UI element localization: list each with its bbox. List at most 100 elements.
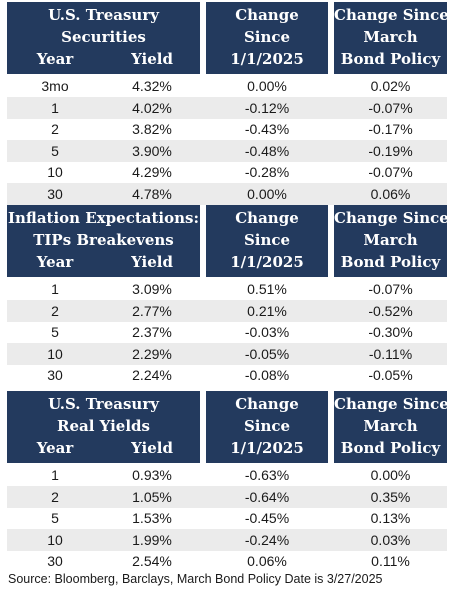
table-row: 5 1.53% -0.45% 0.13%: [7, 507, 447, 529]
year-cell: 1: [51, 99, 59, 116]
yield-cell: 4.02%: [132, 99, 172, 116]
table-row: 5 2.37% -0.03% -0.30%: [7, 321, 447, 343]
table-row: 1 4.02% -0.12% -0.07%: [7, 96, 447, 119]
table-title-header: U.S. Treasury Real Yields Year Yield: [7, 391, 200, 463]
change-since-date-cell: -0.43%: [244, 121, 290, 138]
yield-column-header: Yield: [131, 439, 173, 457]
change-since-policy-header: Change Since March Bond Policy: [334, 205, 449, 277]
table-title-header: U.S. Treasury Securities Year Yield: [7, 2, 200, 74]
change-since-date-cell: 0.51%: [247, 281, 287, 297]
change-since-policy-cell: -0.05%: [368, 367, 413, 384]
year-cell: 10: [47, 345, 63, 362]
change-since-date-cell: 0.00%: [247, 78, 287, 94]
yield-cell: 3.82%: [132, 121, 172, 138]
table-row: 10 4.29% -0.28% -0.07%: [7, 161, 447, 183]
change-since-policy-header: Change Since March Bond Policy: [334, 391, 449, 463]
title-line: U.S. Treasury: [48, 6, 159, 24]
change-since-policy-header: Change Since March Bond Policy: [334, 2, 449, 74]
change-since-date-cell: -0.05%: [244, 345, 290, 362]
change-since-policy-cell: 0.02%: [370, 78, 411, 94]
header-line: Change Since: [334, 209, 449, 227]
header-line: March: [363, 231, 418, 249]
year-cell: 30: [47, 553, 63, 570]
change-since-policy-cell: 0.03%: [370, 531, 411, 548]
change-since-policy-cell: -0.52%: [368, 302, 413, 319]
header-line: Change Since: [334, 395, 449, 413]
yield-cell: 0.93%: [132, 467, 172, 483]
change-since-policy-cell: 0.13%: [370, 510, 411, 527]
table-row: 30 4.78% 0.00% 0.06%: [7, 183, 447, 205]
change-since-date-cell: 0.21%: [247, 302, 287, 319]
change-since-date-cell: -0.08%: [244, 367, 290, 384]
year-column-header: Year: [36, 50, 74, 68]
change-since-policy-cell: 0.06%: [370, 186, 411, 202]
table-title-header: Inflation Expectations: TIPs Breakevens …: [7, 205, 200, 277]
header-line: 1/1/2025: [230, 50, 304, 68]
header-line: 1/1/2025: [230, 253, 304, 271]
header-line: Bond Policy: [340, 439, 441, 457]
source-note: Source: Bloomberg, Barclays, March Bond …: [8, 572, 383, 586]
yield-cell: 1.53%: [132, 510, 172, 527]
year-cell: 5: [51, 142, 59, 159]
header-line: Change: [235, 6, 299, 24]
yield-cell: 2.77%: [132, 302, 172, 319]
table-row: 5 3.90% -0.48% -0.19%: [7, 139, 447, 162]
table-row: 10 2.29% -0.05% -0.11%: [7, 342, 447, 365]
title-line: Real Yields: [57, 417, 150, 435]
change-since-policy-cell: -0.07%: [368, 164, 413, 181]
change-since-date-cell: -0.03%: [244, 324, 290, 341]
year-cell: 5: [51, 510, 59, 527]
header-line: Bond Policy: [340, 50, 441, 68]
title-line: U.S. Treasury: [48, 395, 159, 413]
table-row: 2 2.77% 0.21% -0.52%: [7, 299, 447, 322]
change-since-date-cell: -0.48%: [244, 142, 290, 159]
yield-column-header: Yield: [131, 50, 173, 68]
yield-cell: 4.32%: [132, 78, 172, 94]
table-row: 10 1.99% -0.24% 0.03%: [7, 528, 447, 551]
yield-cell: 2.29%: [132, 345, 172, 362]
title-line: Securities: [61, 28, 146, 46]
year-cell: 2: [51, 121, 59, 138]
table-row: 3mo 4.32% 0.00% 0.02%: [7, 75, 447, 97]
year-column-header: Year: [36, 439, 74, 457]
table-row: 2 3.82% -0.43% -0.17%: [7, 118, 447, 140]
year-cell: 3mo: [41, 78, 69, 94]
year-column-header: Year: [36, 253, 74, 271]
yield-cell: 4.78%: [132, 186, 172, 202]
change-since-date-cell: -0.24%: [244, 531, 290, 548]
year-cell: 10: [47, 531, 63, 548]
yield-cell: 1.05%: [132, 488, 172, 505]
change-since-policy-cell: -0.07%: [368, 99, 413, 116]
title-line: TIPs Breakevens: [33, 231, 174, 249]
change-since-date-header: Change Since 1/1/2025: [206, 2, 328, 74]
yield-cell: 1.99%: [132, 531, 172, 548]
year-cell: 30: [47, 186, 63, 202]
header-line: Change: [235, 209, 299, 227]
table-row: 1 3.09% 0.51% -0.07%: [7, 278, 447, 300]
change-since-policy-cell: -0.07%: [368, 281, 413, 297]
yield-column-header: Yield: [131, 253, 173, 271]
yield-cell: 4.29%: [132, 164, 172, 181]
year-cell: 5: [51, 324, 59, 341]
year-cell: 10: [47, 164, 63, 181]
change-since-date-cell: -0.12%: [244, 99, 290, 116]
change-since-policy-cell: 0.35%: [370, 488, 411, 505]
change-since-policy-cell: -0.11%: [368, 345, 413, 362]
header-line: Since: [243, 417, 291, 435]
change-since-date-header: Change Since 1/1/2025: [206, 391, 328, 463]
change-since-date-cell: -0.45%: [244, 510, 290, 527]
yield-cell: 3.09%: [132, 281, 172, 297]
year-cell: 2: [51, 488, 59, 505]
change-since-date-cell: -0.63%: [244, 467, 290, 483]
change-since-date-cell: 0.00%: [247, 186, 287, 202]
header-line: March: [363, 28, 418, 46]
change-since-policy-cell: -0.19%: [368, 142, 413, 159]
yield-cell: 2.37%: [132, 324, 172, 341]
year-cell: 2: [51, 302, 59, 319]
table-row: 30 2.24% -0.08% -0.05%: [7, 364, 447, 386]
change-since-date-cell: -0.28%: [244, 164, 290, 181]
header-line: 1/1/2025: [230, 439, 304, 457]
change-since-policy-cell: -0.30%: [368, 324, 413, 341]
title-line: Inflation Expectations:: [7, 209, 199, 227]
table-row: 30 2.54% 0.06% 0.11%: [7, 550, 447, 572]
